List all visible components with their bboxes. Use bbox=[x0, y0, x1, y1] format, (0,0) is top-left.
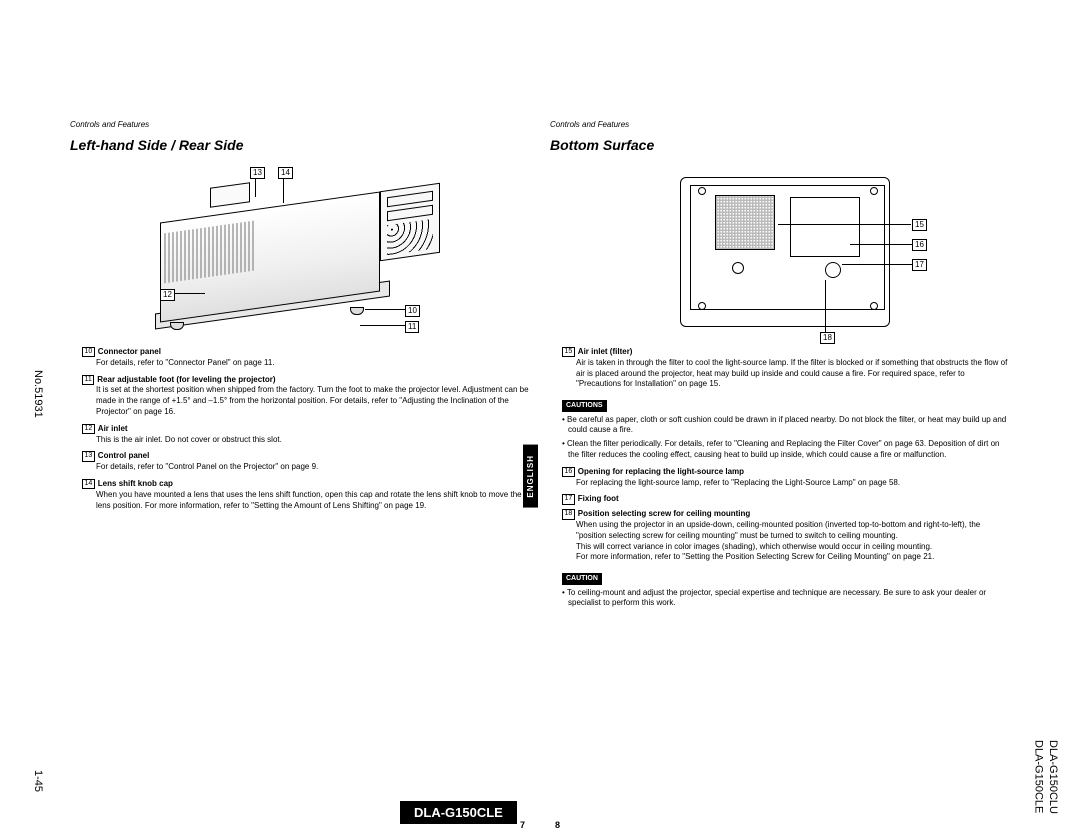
left-page: Controls and Features Left-hand Side / R… bbox=[70, 120, 530, 800]
manual-spread: Controls and Features Left-hand Side / R… bbox=[70, 120, 1010, 800]
left-title: Left-hand Side / Rear Side bbox=[70, 137, 530, 153]
page-num-8: 8 bbox=[555, 820, 560, 830]
callout-13: 13 bbox=[250, 167, 265, 179]
cautions-list: Be careful as paper, cloth or soft cushi… bbox=[568, 415, 1010, 461]
callout-14: 14 bbox=[278, 167, 293, 179]
page-num-7: 7 bbox=[520, 820, 525, 830]
caution-badge: CAUTION bbox=[562, 573, 602, 584]
caution-list: To ceiling-mount and adjust the projecto… bbox=[568, 588, 1010, 610]
left-items: 10Connector panel For details, refer to … bbox=[82, 347, 530, 511]
callout-18: 18 bbox=[820, 332, 835, 344]
right-items: 15Air inlet (filter) Air is taken in thr… bbox=[562, 347, 1010, 609]
model-2: DLA-G150CLE bbox=[1033, 740, 1045, 813]
right-header: Controls and Features bbox=[550, 120, 1010, 129]
right-page: ENGLISH Controls and Features Bottom Sur… bbox=[550, 120, 1010, 800]
bottom-diagram: 15 16 17 18 bbox=[670, 167, 900, 337]
left-header: Controls and Features bbox=[70, 120, 530, 129]
callout-11: 11 bbox=[405, 321, 419, 333]
callout-17: 17 bbox=[912, 259, 927, 271]
callout-15: 15 bbox=[912, 219, 927, 231]
model-1: DLA-G150CLU bbox=[1047, 740, 1059, 814]
model-badge: DLA-G150CLE bbox=[400, 801, 517, 824]
left-side-diagram: 13 14 12 10 11 bbox=[150, 167, 450, 337]
cautions-badge: CAUTIONS bbox=[562, 400, 607, 411]
callout-12: 12 bbox=[160, 289, 175, 301]
callout-10: 10 bbox=[405, 305, 420, 317]
model-numbers: DLA-G150CLU DLA-G150CLE bbox=[1031, 740, 1060, 814]
page-ref: 1-45 bbox=[32, 770, 44, 792]
english-tab: ENGLISH bbox=[523, 445, 538, 508]
right-title: Bottom Surface bbox=[550, 137, 1010, 153]
callout-16: 16 bbox=[912, 239, 927, 251]
doc-number: No.51931 bbox=[32, 370, 44, 418]
